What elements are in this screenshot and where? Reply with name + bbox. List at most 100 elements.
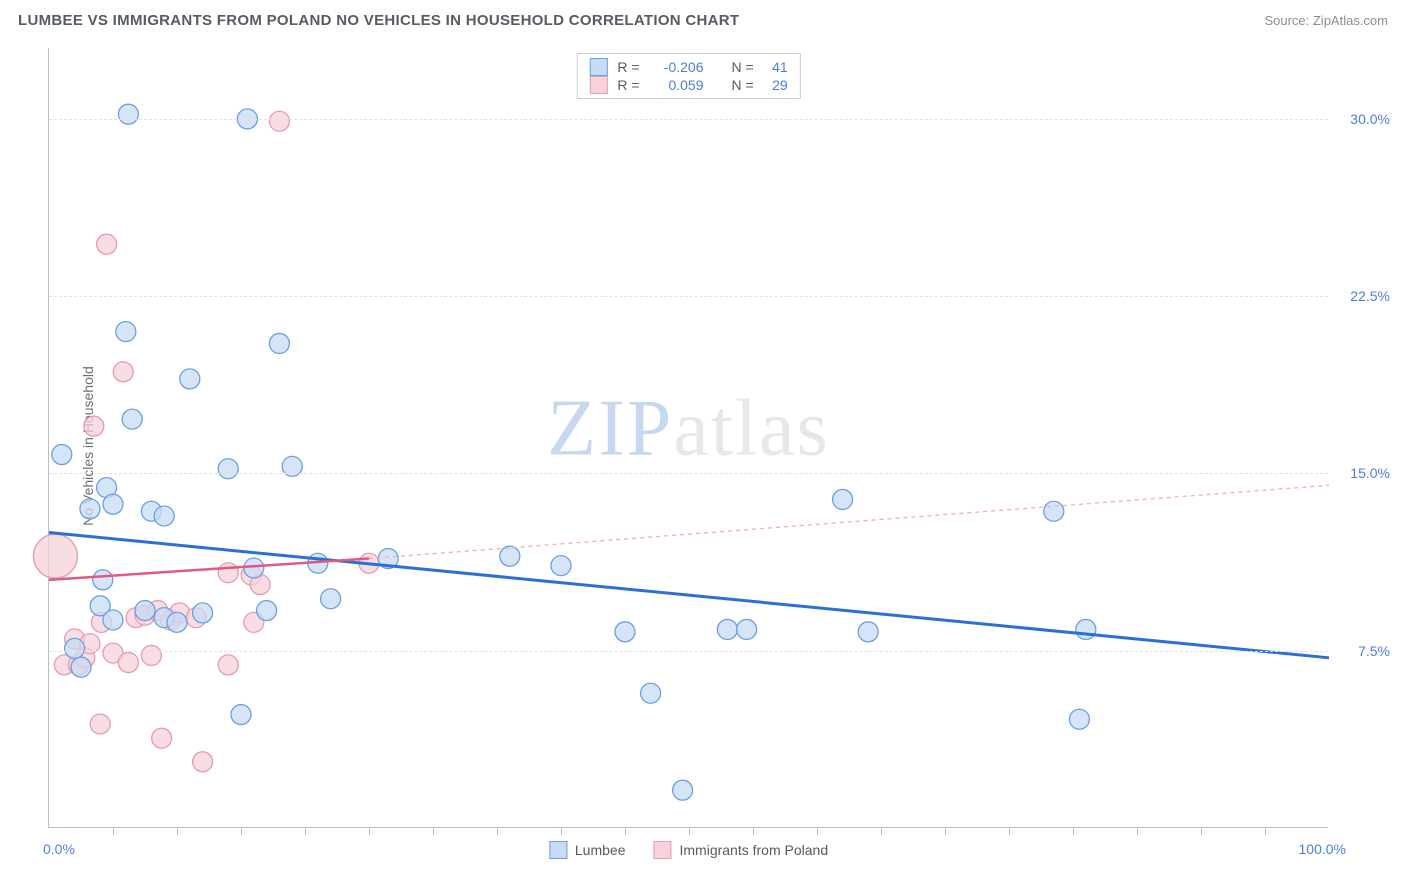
y-tick-label: 22.5%	[1350, 288, 1390, 304]
data-point	[113, 362, 133, 382]
legend-series-label: Immigrants from Poland	[679, 842, 828, 858]
x-tick	[1201, 827, 1202, 835]
data-point	[269, 333, 289, 353]
n-label: N =	[732, 77, 754, 93]
source-attribution: Source: ZipAtlas.com	[1264, 13, 1388, 28]
data-point	[167, 612, 187, 632]
x-tick	[369, 827, 370, 835]
chart-svg	[49, 48, 1328, 827]
n-label: N =	[732, 59, 754, 75]
legend-series-item: Immigrants from Poland	[653, 841, 828, 859]
data-point	[65, 638, 85, 658]
legend-series-item: Lumbee	[549, 841, 626, 859]
x-tick-label-min: 0.0%	[43, 841, 75, 857]
trend-line	[49, 533, 1329, 658]
legend-swatch	[589, 58, 607, 76]
legend-stat-row: R = 0.059 N = 29	[589, 76, 787, 94]
legend-swatch	[589, 76, 607, 94]
data-point	[858, 622, 878, 642]
gridline	[49, 651, 1328, 652]
x-tick	[241, 827, 242, 835]
data-point	[1044, 501, 1064, 521]
data-point	[615, 622, 635, 642]
x-tick	[817, 827, 818, 835]
x-tick	[945, 827, 946, 835]
x-tick	[881, 827, 882, 835]
x-tick	[561, 827, 562, 835]
x-tick	[497, 827, 498, 835]
data-point	[193, 603, 213, 623]
legend-swatch	[653, 841, 671, 859]
data-point	[103, 494, 123, 514]
y-tick-label: 7.5%	[1358, 643, 1390, 659]
gridline	[49, 296, 1328, 297]
data-point	[90, 714, 110, 734]
data-point	[97, 234, 117, 254]
r-label: R =	[617, 59, 639, 75]
legend-series-label: Lumbee	[575, 842, 626, 858]
data-point	[231, 705, 251, 725]
data-point	[737, 619, 757, 639]
x-tick	[1137, 827, 1138, 835]
gridline	[49, 473, 1328, 474]
r-label: R =	[617, 77, 639, 93]
x-tick	[1265, 827, 1266, 835]
data-point	[84, 416, 104, 436]
data-point	[717, 619, 737, 639]
data-point	[269, 111, 289, 131]
data-point	[80, 499, 100, 519]
x-tick	[113, 827, 114, 835]
data-point	[641, 683, 661, 703]
y-tick-label: 30.0%	[1350, 111, 1390, 127]
data-point	[141, 645, 161, 665]
chart-title: LUMBEE VS IMMIGRANTS FROM POLAND NO VEHI…	[18, 12, 739, 29]
data-point	[1069, 709, 1089, 729]
gridline	[49, 119, 1328, 120]
data-point	[116, 322, 136, 342]
data-point	[500, 546, 520, 566]
r-value: -0.206	[650, 59, 704, 75]
data-point	[244, 558, 264, 578]
data-point	[135, 601, 155, 621]
data-point	[833, 489, 853, 509]
x-tick	[305, 827, 306, 835]
x-tick	[753, 827, 754, 835]
n-value: 29	[764, 77, 788, 93]
data-point	[180, 369, 200, 389]
data-point	[218, 563, 238, 583]
data-point	[122, 409, 142, 429]
source-prefix: Source:	[1264, 13, 1312, 28]
x-tick	[433, 827, 434, 835]
x-tick	[177, 827, 178, 835]
legend-bottom: Lumbee Immigrants from Poland	[549, 841, 828, 859]
data-point	[52, 445, 72, 465]
data-point	[673, 780, 693, 800]
y-tick-label: 15.0%	[1350, 465, 1390, 481]
data-point	[118, 653, 138, 673]
data-point	[118, 104, 138, 124]
data-point	[71, 657, 91, 677]
n-value: 41	[764, 59, 788, 75]
x-tick	[1009, 827, 1010, 835]
data-point	[257, 601, 277, 621]
data-point	[321, 589, 341, 609]
data-point	[193, 752, 213, 772]
data-point	[1076, 619, 1096, 639]
header: LUMBEE VS IMMIGRANTS FROM POLAND NO VEHI…	[0, 0, 1406, 40]
legend-top: R = -0.206 N = 41 R = 0.059 N = 29	[576, 53, 800, 99]
data-point	[551, 556, 571, 576]
x-tick-label-max: 100.0%	[1299, 841, 1346, 857]
legend-stat-row: R = -0.206 N = 41	[589, 58, 787, 76]
data-point	[103, 610, 123, 630]
r-value: 0.059	[650, 77, 704, 93]
data-point	[154, 506, 174, 526]
data-point	[218, 655, 238, 675]
source-link[interactable]: ZipAtlas.com	[1313, 13, 1388, 28]
data-point	[93, 570, 113, 590]
legend-swatch	[549, 841, 567, 859]
data-point	[33, 534, 77, 578]
plot-area: ZIPatlas R =-0.206N =41R = 0.059N =29 Lu…	[48, 48, 1328, 828]
x-tick	[689, 827, 690, 835]
data-point	[218, 459, 238, 479]
x-tick	[1073, 827, 1074, 835]
